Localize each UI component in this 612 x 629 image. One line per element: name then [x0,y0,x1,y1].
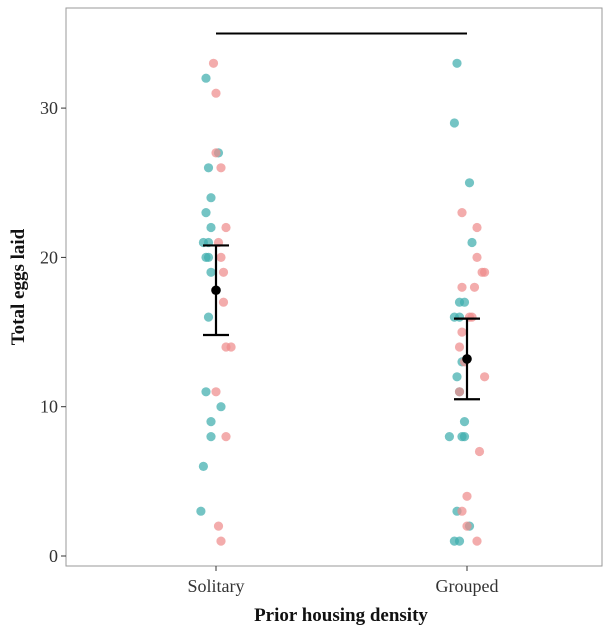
data-point-solitary-teal-9 [203,252,214,262]
x-tick-label-grouped: Grouped [436,576,499,596]
data-point-solitary-pink-7 [218,267,229,277]
y-axis-title: Total eggs laid [8,228,29,345]
data-point-grouped-teal-3 [467,237,477,248]
data-point-solitary-teal-4 [201,208,211,218]
x-tick-label-solitary: Solitary [188,576,245,596]
y-tick-label-10: 10 [40,397,58,417]
points-layer [196,58,490,546]
data-point-solitary-teal-16 [198,461,208,471]
data-point-grouped-pink-14 [474,446,485,457]
data-point-solitary-teal-2 [203,163,214,173]
data-point-grouped-pink-2 [472,252,482,262]
data-point-grouped-pink-10 [454,342,465,352]
data-point-solitary-teal-5 [206,222,216,233]
data-point-solitary-teal-17 [196,506,206,516]
data-point-grouped-teal-18 [454,536,465,546]
data-point-grouped-teal-9 [452,372,462,382]
y-tick-label-30: 30 [40,98,58,118]
data-point-grouped-pink-18 [472,536,482,546]
x-axis-title: Prior housing density [254,605,428,626]
data-point-solitary-teal-11 [203,312,214,322]
data-point-solitary-teal-15 [206,432,216,442]
data-point-solitary-teal-10 [206,267,216,277]
data-point-solitary-teal-0 [201,73,211,83]
data-point-grouped-pink-16 [457,506,467,516]
data-point-solitary-pink-8 [218,297,229,307]
data-point-grouped-pink-6 [480,267,490,277]
data-point-grouped-pink-8 [467,312,477,322]
data-point-grouped-pink-3 [457,282,467,292]
data-point-solitary-pink-1 [211,88,221,98]
data-point-solitary-pink-3 [216,163,226,173]
data-point-grouped-teal-2 [464,178,475,188]
y-axis: 0 10 20 30 [40,98,66,566]
data-point-solitary-teal-14 [206,417,216,427]
y-tick-label-20: 20 [40,247,58,267]
summary-layer [203,244,480,401]
data-point-grouped-teal-0 [452,58,462,68]
plot-panel [65,7,603,567]
data-point-grouped-teal-12 [444,432,454,442]
data-point-solitary-pink-13 [213,521,224,531]
y-tick-label-0: 0 [49,546,58,566]
data-point-grouped-teal-11 [459,417,470,427]
data-point-grouped-pink-15 [462,491,472,501]
x-axis: Solitary Grouped [188,566,499,596]
data-point-solitary-pink-0 [208,58,219,68]
data-point-solitary-pink-4 [221,222,231,233]
data-point-solitary-pink-10 [226,342,236,352]
data-point-solitary-pink-14 [216,536,226,546]
data-point-grouped-pink-0 [457,208,467,218]
data-point-grouped-teal-14 [459,432,470,442]
data-point-grouped-pink-4 [469,282,480,292]
data-point-solitary-pink-12 [221,432,231,442]
data-point-solitary-teal-12 [201,387,211,397]
data-point-grouped-teal-7 [454,312,465,322]
data-point-grouped-teal-1 [449,118,459,128]
data-point-solitary-pink-6 [216,252,226,262]
data-point-grouped-pink-13 [454,387,465,397]
data-point-solitary-pink-11 [211,387,221,397]
data-point-grouped-pink-12 [480,372,490,382]
data-point-grouped-pink-17 [462,521,472,531]
data-point-solitary-pink-2 [211,148,221,158]
data-point-solitary-teal-3 [206,193,216,203]
data-point-solitary-teal-13 [216,402,226,412]
data-point-grouped-pink-1 [472,222,482,233]
mean-point-solitary [211,285,221,296]
mean-point-grouped [462,354,472,364]
data-point-grouped-teal-5 [459,297,470,307]
data-point-grouped-pink-9 [457,327,467,337]
